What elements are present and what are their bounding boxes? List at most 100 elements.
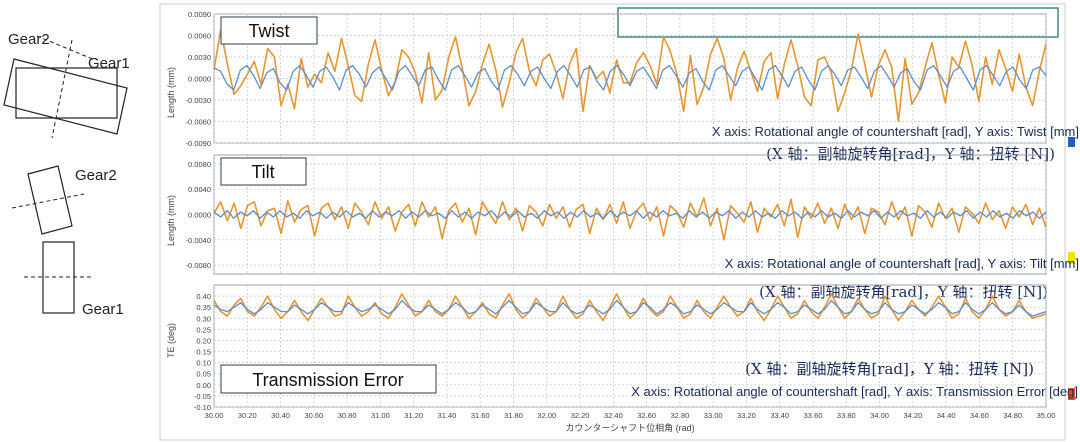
x-tick-label: 34.00: [870, 411, 889, 420]
x-tick-label: 34.60: [970, 411, 989, 420]
twist-y-tick-label: -0.0030: [186, 96, 211, 105]
x-tick-label: 34.20: [903, 411, 922, 420]
te-y-tick-label: -0.10: [194, 403, 211, 412]
x-tick-label: 33.20: [737, 411, 756, 420]
twist-annotation-cn: (X 轴：副轴旋转角[rad]，Y 轴：扭转 [N]): [766, 145, 1055, 163]
twist-axis-line: [36, 35, 96, 61]
x-tick-label: 31.80: [504, 411, 523, 420]
te-y-ticks: 0.40 0.35 0.30 0.25 0.20 0.15 0.10 0.05 0.00 -0.0…: [194, 292, 211, 412]
tilt-y-tick-label: 0.0040: [188, 185, 211, 194]
te-grid: [213, 285, 1047, 408]
x-tick-label: 32.20: [571, 411, 590, 420]
twist-panel: 0.0090 0.0060 0.0030 0.0000 -0.0030 -0.0060 -0…: [166, 10, 1079, 163]
te-y-tick-label: 0.10: [196, 359, 211, 368]
twist-gear2-rect: [3, 58, 128, 135]
tilt-gear1-label: Gear1: [82, 301, 124, 318]
te-title: Transmission Error: [252, 370, 403, 390]
x-tick-label: 32.40: [604, 411, 623, 420]
te-annotation-en: X axis: Rotational angle of countershaft…: [631, 384, 1078, 399]
twist-y-ticks: 0.0090 0.0060 0.0030 0.0000 -0.0030 -0.0060 -0…: [186, 10, 211, 148]
tilt-annotation-en: X axis: Rotational angle of countershaft…: [725, 256, 1079, 271]
tilt-gear2-label: Gear2: [75, 167, 117, 184]
tilt-series-orange: [213, 197, 1047, 241]
twist-y-tick-label: -0.0090: [186, 139, 211, 148]
x-tick-label: 32.60: [637, 411, 656, 420]
x-tick-label: 31.40: [438, 411, 457, 420]
te-y-tick-label: 0.25: [196, 325, 211, 334]
te-series: [213, 293, 1047, 322]
x-tick-label: 31.00: [371, 411, 390, 420]
tilt-axis-line: [11, 193, 85, 209]
tilt-annotation-cn: (X 轴：副轴旋转角[rad]，Y 轴：扭转 [N]): [759, 283, 1048, 301]
twist-title: Twist: [248, 21, 289, 41]
twist-series: [213, 28, 1047, 123]
twist-gear1-label: Gear1: [88, 55, 130, 72]
x-tick-label: 35.00: [1037, 411, 1056, 420]
x-tick-label: 30.40: [271, 411, 290, 420]
tilt-y-tick-label: 0.0080: [188, 160, 211, 169]
tilt-y-tick-label: -0.0080: [186, 261, 211, 270]
te-y-axis-label: TE (deg): [166, 323, 176, 358]
x-tick-label: 31.20: [404, 411, 423, 420]
te-y-tick-label: 0.40: [196, 292, 211, 301]
legend-box: [617, 7, 1059, 38]
x-tick-label: 31.60: [471, 411, 490, 420]
tilt-gear-diagram: Gear2 Gear1: [11, 165, 124, 318]
x-tick-label: 33.60: [804, 411, 823, 420]
twist-title-box: [220, 16, 318, 45]
te-title-box: [220, 364, 437, 394]
x-tick-label: 33.80: [837, 411, 856, 420]
tilt-y-axis-label: Length (mm): [166, 195, 176, 246]
x-tick-label: 30.00: [205, 411, 224, 420]
te-panel: 0.40 0.35 0.30 0.25 0.20 0.15 0.10 0.05 0.00 -0.0…: [166, 284, 1078, 433]
edge-mark-yellow: [1068, 252, 1075, 264]
te-y-tick-label: 0.35: [196, 303, 211, 312]
x-tick-label: 34.40: [937, 411, 956, 420]
te-x-ticks: 30.00 30.20 30.40 30.60 30.80 31.00 31.20 31.40…: [205, 411, 1056, 420]
x-tick-label: 33.00: [704, 411, 723, 420]
te-y-tick-label: -0.05: [194, 392, 211, 401]
twist-gear2-label: Gear2: [8, 31, 50, 48]
tilt-y-tick-label: -0.0040: [186, 236, 211, 245]
gear-schematic: Gear2 Gear1 Gear2 Gear1: [3, 31, 130, 318]
x-tick-label: 30.20: [238, 411, 257, 420]
tilt-series-blue: [213, 210, 1047, 219]
twist-y-tick-label: 0.0060: [188, 32, 211, 41]
twist-gear1-rect: [15, 67, 118, 119]
twist-annotation-en: X axis: Rotational angle of countershaft…: [712, 124, 1079, 139]
te-series-orange: [213, 293, 1047, 322]
edge-mark-red: [1068, 388, 1075, 400]
te-y-tick-label: 0.05: [196, 370, 211, 379]
twist-y-tick-label: 0.0000: [188, 75, 211, 84]
x-tick-label: 30.60: [304, 411, 323, 420]
tilt-y-ticks: 0.0080 0.0040 0.0000 -0.0040 -0.0080: [186, 160, 211, 270]
tilt-gear2-rect: [27, 165, 73, 235]
te-y-tick-label: 0.20: [196, 336, 211, 345]
x-tick-label: 34.80: [1003, 411, 1022, 420]
tilt-panel: 0.0080 0.0040 0.0000 -0.0040 -0.0080 Length …: [166, 154, 1079, 301]
twist-y-tick-label: 0.0030: [188, 53, 211, 62]
te-annotation-cn: (X 轴：副轴旋转角[rad]，Y 轴：扭转 [N]): [745, 360, 1034, 378]
x-tick-label: 32.00: [537, 411, 556, 420]
te-series-blue: [213, 299, 1047, 317]
te-y-tick-label: 0.15: [196, 348, 211, 357]
x-tick-label: 30.80: [338, 411, 357, 420]
twist-series-blue: [213, 64, 1047, 91]
te-y-tick-label: 0.00: [196, 381, 211, 390]
x-tick-label: 32.80: [671, 411, 690, 420]
tilt-y-tick-label: 0.0000: [188, 211, 211, 220]
tilt-title-box: [220, 157, 307, 186]
twist-y-tick-label: -0.0060: [186, 118, 211, 127]
te-x-axis-label: カウンターシャフト位相角 (rad): [565, 422, 694, 433]
tilt-series: [213, 197, 1047, 241]
twist-series-orange: [213, 28, 1047, 123]
te-y-tick-label: 0.30: [196, 314, 211, 323]
twist-y-tick-label: 0.0090: [188, 10, 211, 19]
x-tick-label: 33.40: [770, 411, 789, 420]
twist-axis-line-2: [51, 39, 73, 139]
edge-mark-blue: [1068, 137, 1075, 147]
twist-y-axis-label: Length (mm): [166, 67, 176, 118]
tilt-title: Tilt: [251, 162, 274, 182]
twist-gear-diagram: Gear2 Gear1: [3, 31, 130, 139]
